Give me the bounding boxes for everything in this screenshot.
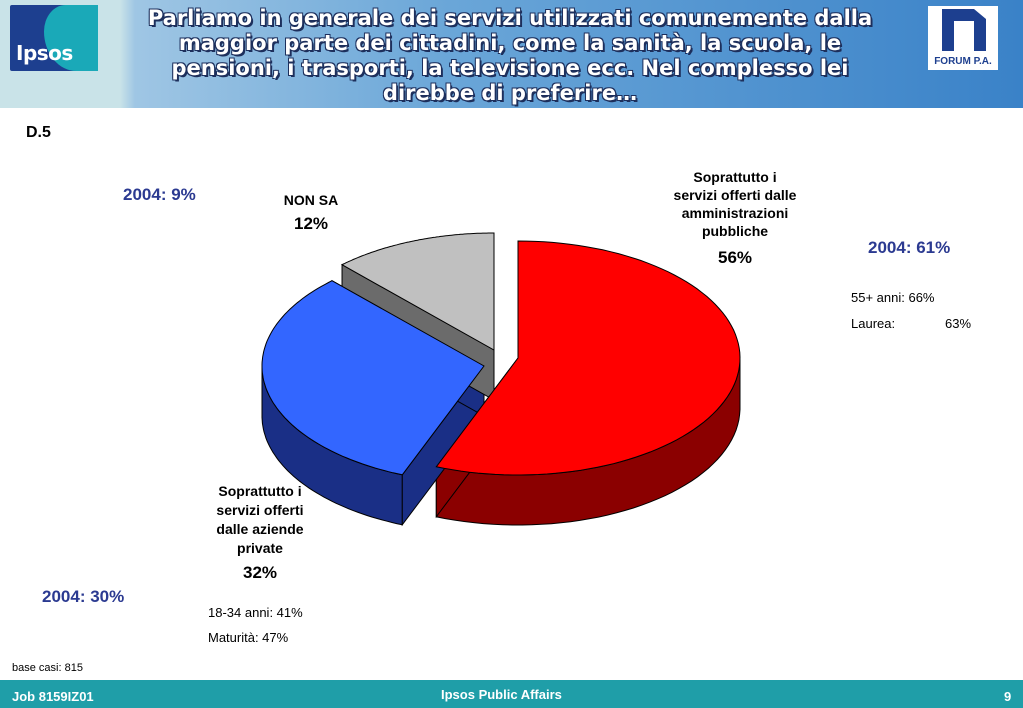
slice-label-nonsa: NON SA bbox=[284, 192, 338, 208]
footer-center: Ipsos Public Affairs bbox=[441, 687, 562, 702]
slice-label-public-3: amministrazioni bbox=[682, 205, 789, 221]
note-public-degree-label: Laurea: bbox=[851, 316, 895, 331]
slice-label-private-3: dalle aziende bbox=[216, 521, 303, 537]
footer-page: 9 bbox=[1004, 689, 1012, 704]
slice-label-private-1: Soprattutto i bbox=[218, 483, 301, 499]
header-banner: Ipsos Parliamo in generale dei servizi u… bbox=[0, 0, 1023, 108]
note-public-age: 55+ anni: 66% bbox=[851, 290, 935, 305]
prev-year-public: 2004: 61% bbox=[868, 238, 950, 257]
forum-pa-mark-icon bbox=[942, 9, 986, 51]
ipsos-face-icon bbox=[44, 5, 98, 71]
footer-job: Job 8159IZ01 bbox=[12, 689, 94, 704]
base-cases: base casi: 815 bbox=[12, 662, 83, 674]
ipsos-logo-text: Ipsos bbox=[16, 41, 73, 65]
note-private-diploma: Maturità: 47% bbox=[208, 630, 289, 645]
slice-label-public-2: servizi offerti dalle bbox=[674, 187, 797, 203]
slice-label-public-4: pubbliche bbox=[702, 223, 768, 239]
slice-top-private bbox=[261, 280, 485, 476]
slice-label-public-1: Soprattutto i bbox=[693, 169, 776, 185]
slice-label-private-2: servizi offerti bbox=[216, 502, 303, 518]
question-code: D.5 bbox=[26, 124, 51, 141]
slice-value-nonsa: 12% bbox=[294, 214, 328, 233]
forum-pa-logo: FORUM P.A. bbox=[928, 6, 998, 70]
slice-label-private-4: private bbox=[237, 540, 283, 556]
slice-top-nonsa bbox=[340, 232, 495, 351]
footer-bar: Job 8159IZ01 Ipsos Public Affairs 9 bbox=[0, 680, 1023, 708]
note-public-degree-value: 63% bbox=[945, 316, 971, 331]
page-title: Parliamo in generale dei servizi utilizz… bbox=[147, 6, 873, 105]
note-private-age: 18-34 anni: 41% bbox=[208, 605, 303, 620]
ipsos-logo: Ipsos bbox=[10, 5, 98, 71]
pie-group bbox=[261, 232, 741, 527]
slice-value-public: 56% bbox=[718, 248, 752, 267]
slice-top-public bbox=[435, 240, 741, 476]
forum-pa-logo-text: FORUM P.A. bbox=[934, 56, 992, 67]
prev-year-nonsa: 2004: 9% bbox=[123, 185, 196, 204]
prev-year-private: 2004: 30% bbox=[42, 587, 124, 606]
slice-value-private: 32% bbox=[243, 563, 277, 582]
